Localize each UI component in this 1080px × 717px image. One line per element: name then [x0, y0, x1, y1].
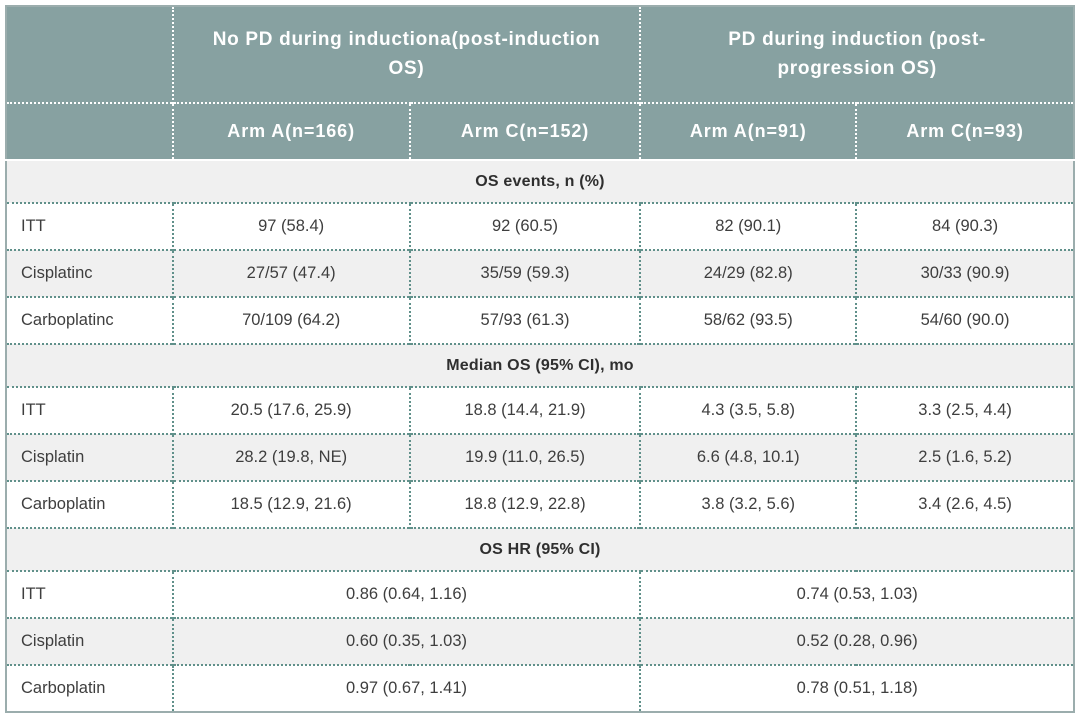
section-title-row: Median OS (95% CI), mo [6, 343, 1074, 387]
row-label: Carboplatin [6, 664, 173, 712]
os-outcomes-table: No PD during inductiona(post-induction O… [5, 5, 1075, 713]
table-row: Cisplatinc 27/57 (47.4) 35/59 (59.3) 24/… [6, 249, 1074, 297]
data-cell: 18.8 (12.9, 22.8) [408, 480, 641, 528]
row-label: Cisplatin [6, 433, 173, 481]
row-label: ITT [6, 386, 173, 434]
table-row: ITT 0.86 (0.64, 1.16) 0.74 (0.53, 1.03) [6, 570, 1074, 618]
arm-header-a-91: Arm A(n=91) [639, 102, 857, 160]
arm-header-c-152: Arm C(n=152) [408, 102, 641, 160]
data-cell: 24/29 (82.8) [639, 249, 857, 297]
section-title-row: OS HR (95% CI) [6, 527, 1074, 571]
arm-header-row: Arm A(n=166) Arm C(n=152) Arm A(n=91) Ar… [6, 102, 1074, 160]
row-label: Carboplatin [6, 480, 173, 528]
data-cell: 18.5 (12.9, 21.6) [171, 480, 410, 528]
table-row: ITT 20.5 (17.6, 25.9) 18.8 (14.4, 21.9) … [6, 386, 1074, 434]
arm-header-a-166: Arm A(n=166) [171, 102, 410, 160]
table-row: Cisplatin 0.60 (0.35, 1.03) 0.52 (0.28, … [6, 617, 1074, 665]
corner-subcell [6, 102, 173, 160]
row-label: ITT [6, 202, 173, 250]
section-title-row: OS events, n (%) [6, 159, 1074, 203]
data-cell: 3.4 (2.6, 4.5) [855, 480, 1074, 528]
data-cell: 30/33 (90.9) [855, 249, 1074, 297]
table-row: Cisplatin 28.2 (19.8, NE) 19.9 (11.0, 26… [6, 433, 1074, 481]
page: No PD during inductiona(post-induction O… [5, 5, 1075, 713]
data-cell: 84 (90.3) [855, 202, 1074, 250]
data-cell: 57/93 (61.3) [408, 296, 641, 344]
data-cell: 70/109 (64.2) [171, 296, 410, 344]
data-cell: 0.74 (0.53, 1.03) [639, 570, 1074, 618]
data-cell: 20.5 (17.6, 25.9) [171, 386, 410, 434]
data-cell: 0.78 (0.51, 1.18) [639, 664, 1074, 712]
data-cell: 82 (90.1) [639, 202, 857, 250]
data-cell: 3.3 (2.5, 4.4) [855, 386, 1074, 434]
data-cell: 0.97 (0.67, 1.41) [171, 664, 641, 712]
data-cell: 27/57 (47.4) [171, 249, 410, 297]
row-label: ITT [6, 570, 173, 618]
data-cell: 4.3 (3.5, 5.8) [639, 386, 857, 434]
group-header-row: No PD during inductiona(post-induction O… [6, 6, 1074, 103]
data-cell: 2.5 (1.6, 5.2) [855, 433, 1074, 481]
group-header-no-pd: No PD during inductiona(post-induction O… [171, 6, 641, 103]
arm-header-c-93: Arm C(n=93) [855, 102, 1074, 160]
data-cell: 6.6 (4.8, 10.1) [639, 433, 857, 481]
corner-cell [6, 6, 173, 103]
row-label: Cisplatinc [6, 249, 173, 297]
table-row: Carboplatin 0.97 (0.67, 1.41) 0.78 (0.51… [6, 664, 1074, 712]
row-label: Carboplatinc [6, 296, 173, 344]
data-cell: 0.52 (0.28, 0.96) [639, 617, 1074, 665]
row-label: Cisplatin [6, 617, 173, 665]
data-cell: 19.9 (11.0, 26.5) [408, 433, 641, 481]
data-cell: 28.2 (19.8, NE) [171, 433, 410, 481]
data-cell: 58/62 (93.5) [639, 296, 857, 344]
table-row: ITT 97 (58.4) 92 (60.5) 82 (90.1) 84 (90… [6, 202, 1074, 250]
data-cell: 0.60 (0.35, 1.03) [171, 617, 641, 665]
data-cell: 92 (60.5) [408, 202, 641, 250]
group-header-pd: PD during induction (post-progression OS… [639, 6, 1074, 103]
table-row: Carboplatinc 70/109 (64.2) 57/93 (61.3) … [6, 296, 1074, 344]
data-cell: 97 (58.4) [171, 202, 410, 250]
data-cell: 54/60 (90.0) [855, 296, 1074, 344]
data-cell: 0.86 (0.64, 1.16) [171, 570, 641, 618]
data-cell: 3.8 (3.2, 5.6) [639, 480, 857, 528]
data-cell: 18.8 (14.4, 21.9) [408, 386, 641, 434]
table-row: Carboplatin 18.5 (12.9, 21.6) 18.8 (12.9… [6, 480, 1074, 528]
section-title-os-events: OS events, n (%) [6, 159, 1074, 203]
section-title-median-os: Median OS (95% CI), mo [6, 343, 1074, 387]
section-title-os-hr: OS HR (95% CI) [6, 527, 1074, 571]
data-cell: 35/59 (59.3) [408, 249, 641, 297]
